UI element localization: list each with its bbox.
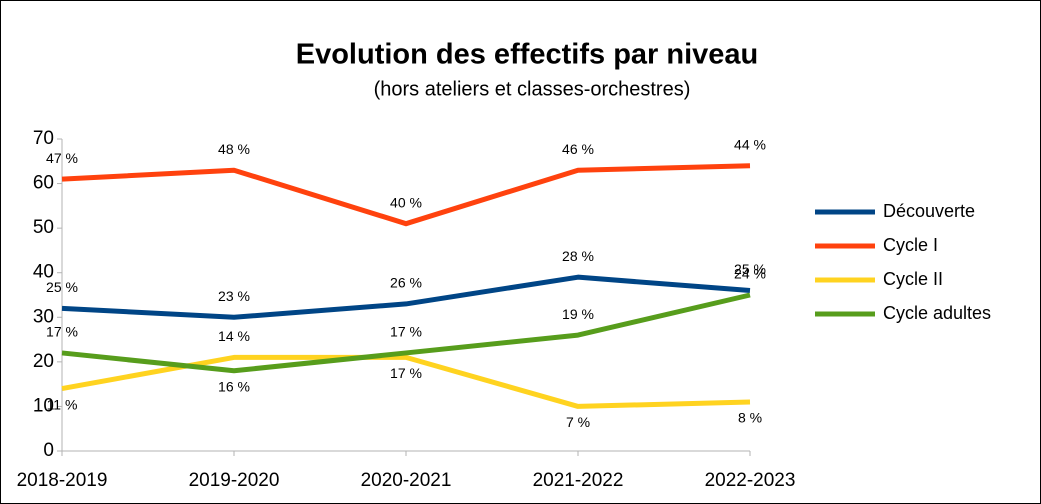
data-label: 23 % — [218, 288, 250, 304]
y-tick-label: 10 — [33, 395, 54, 416]
data-label: 48 % — [218, 141, 250, 157]
y-tick-label: 70 — [33, 128, 54, 149]
data-label: 25 % — [734, 261, 766, 277]
x-tick-label: 2022-2023 — [705, 470, 796, 491]
data-label: 47 % — [46, 150, 78, 166]
legend-label: Découverte — [883, 201, 975, 221]
y-tick-label: 20 — [33, 351, 54, 372]
y-tick-label: 40 — [33, 262, 54, 283]
data-label: 7 % — [566, 414, 590, 430]
x-tick-label: 2018-2019 — [17, 470, 108, 491]
legend-label: Cycle II — [883, 269, 943, 289]
data-label: 44 % — [734, 136, 766, 152]
y-tick-label: 30 — [33, 306, 54, 327]
data-label: 28 % — [562, 248, 594, 264]
chart-subtitle: (hors ateliers et classes-orchestres) — [374, 78, 691, 100]
data-label: 19 % — [562, 306, 594, 322]
series-line — [61, 163, 751, 227]
x-tick-label: 2020-2021 — [361, 470, 452, 491]
data-label: 17 % — [390, 365, 422, 381]
data-label: 14 % — [218, 328, 250, 344]
chart-title: Evolution des effectifs par niveau — [296, 39, 759, 71]
legend-label: Cycle I — [883, 235, 938, 255]
data-label: 26 % — [390, 275, 422, 291]
x-tick-label: 2021-2022 — [533, 470, 624, 491]
data-label: 17 % — [390, 324, 422, 340]
legend-label: Cycle adultes — [883, 303, 991, 323]
y-tick-label: 60 — [33, 173, 54, 194]
data-label: 46 % — [562, 141, 594, 157]
x-tick-label: 2019-2020 — [189, 470, 280, 491]
y-tick-label: 50 — [33, 217, 54, 238]
series-line — [61, 274, 751, 320]
series-line — [61, 292, 751, 374]
data-label: 17 % — [46, 324, 78, 340]
data-label: 24 % — [734, 266, 766, 282]
data-label: 40 % — [390, 194, 422, 210]
data-label: 25 % — [46, 279, 78, 295]
y-tick-label: 0 — [43, 440, 54, 461]
data-label: 8 % — [738, 410, 762, 426]
data-label: 16 % — [218, 378, 250, 394]
data-label: 11 % — [47, 396, 78, 412]
series-line — [61, 354, 751, 409]
